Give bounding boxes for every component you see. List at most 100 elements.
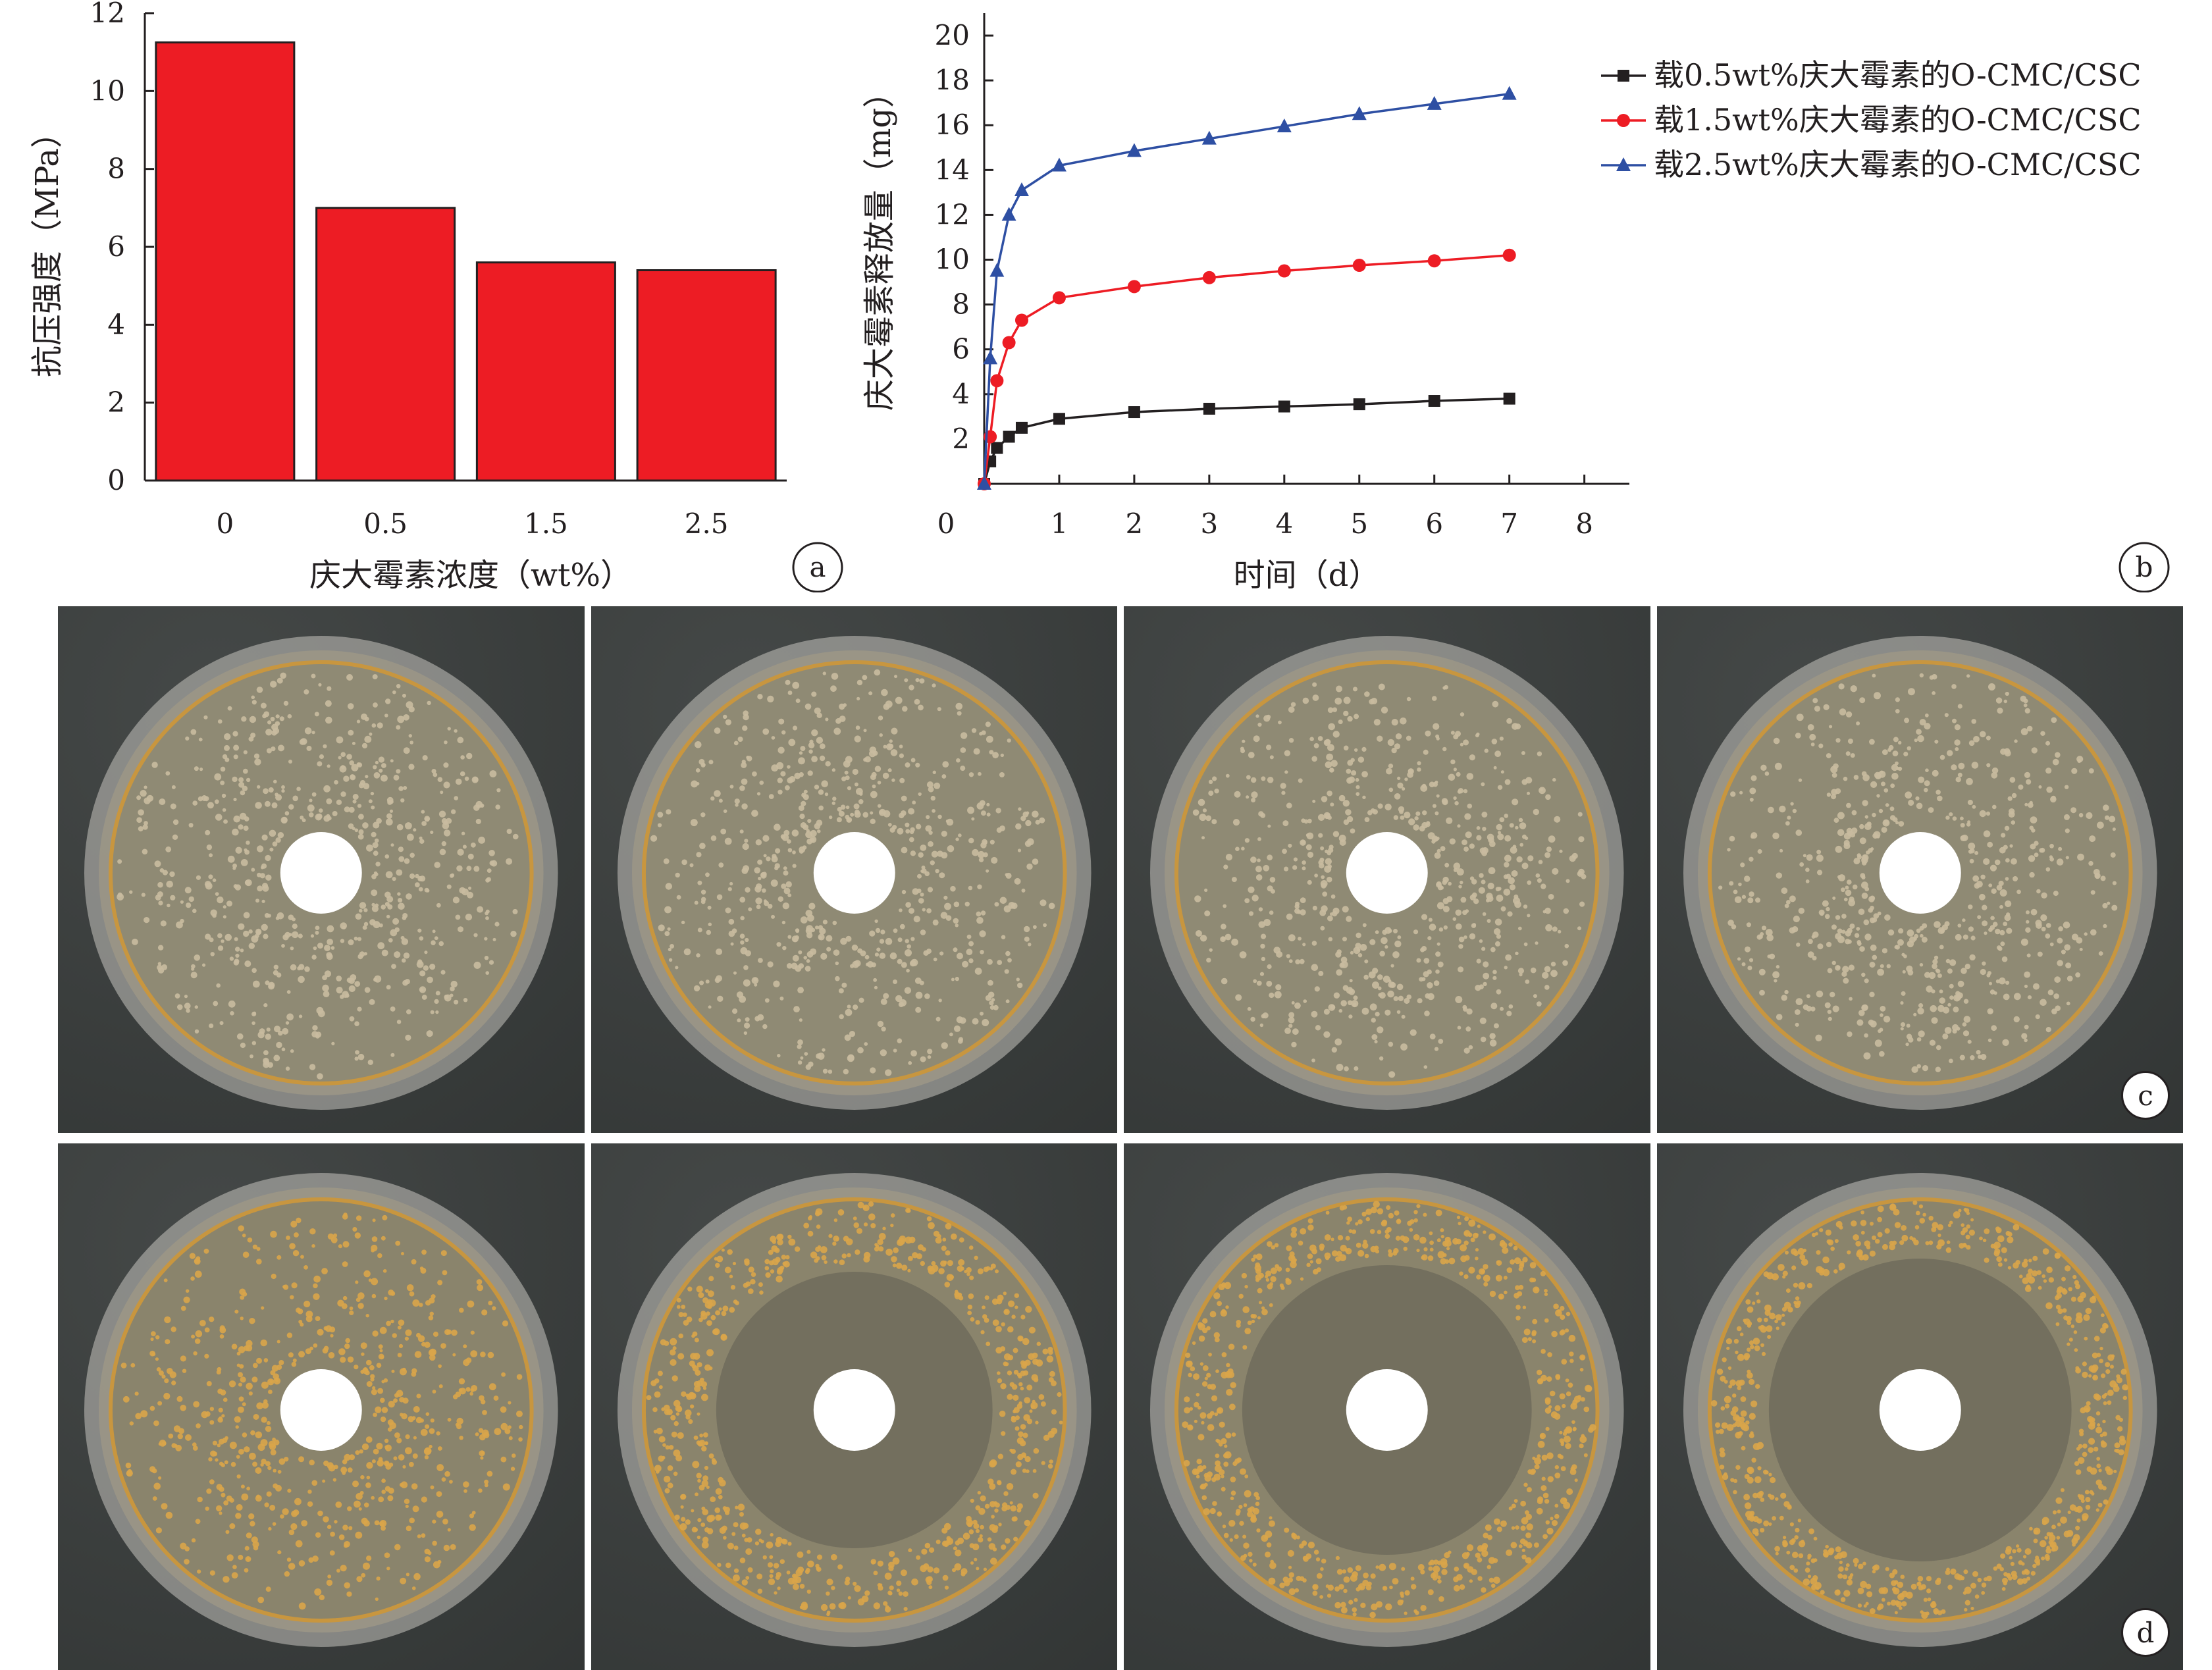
data-point bbox=[1354, 398, 1365, 410]
y-tick-label: 16 bbox=[935, 109, 970, 141]
y-tick-label: 4 bbox=[952, 378, 970, 410]
bar bbox=[637, 271, 776, 481]
y-tick-label: 6 bbox=[107, 230, 125, 263]
petri-dish-photo bbox=[1124, 1143, 1650, 1670]
x-tick-label: 8 bbox=[1575, 508, 1593, 540]
y-axis-title: 庆大霉素释放量（mg） bbox=[861, 76, 898, 411]
petri-dish-drawing bbox=[1657, 606, 2184, 1133]
data-point bbox=[1278, 401, 1290, 413]
data-point bbox=[1203, 403, 1215, 415]
drug-disc bbox=[813, 832, 895, 914]
legend-label: 载1.5wt%庆大霉素的O-CMC/CSC bbox=[1654, 102, 2142, 138]
x-tick-label: 2 bbox=[1126, 508, 1144, 540]
y-tick-label: 14 bbox=[935, 153, 970, 186]
photo-row-c: c bbox=[58, 606, 2183, 1133]
data-point bbox=[1617, 114, 1630, 127]
data-point bbox=[990, 374, 1003, 387]
bar bbox=[317, 208, 455, 481]
data-point bbox=[1618, 70, 1629, 82]
data-point bbox=[1053, 413, 1065, 425]
y-tick-label: 0 bbox=[107, 464, 125, 496]
drug-disc bbox=[813, 1369, 895, 1451]
x-tick-label: 6 bbox=[1425, 508, 1443, 540]
petri-dish-drawing bbox=[1657, 1143, 2184, 1670]
data-point bbox=[1128, 280, 1141, 293]
data-point bbox=[991, 442, 1003, 454]
data-point bbox=[989, 263, 1004, 277]
data-point bbox=[1014, 182, 1029, 196]
x-axis-title: 时间（d） bbox=[1234, 557, 1381, 592]
y-tick-label: 8 bbox=[107, 153, 125, 185]
petri-dish-drawing bbox=[591, 1143, 1118, 1670]
drug-disc bbox=[280, 1369, 362, 1451]
bar bbox=[156, 42, 294, 481]
y-tick-label: 12 bbox=[935, 198, 970, 230]
petri-dish-drawing bbox=[591, 606, 1118, 1133]
petri-dish-photo bbox=[1124, 606, 1650, 1133]
series-3 bbox=[977, 86, 1517, 490]
petri-dish-photo: c bbox=[1657, 606, 2184, 1133]
panel-label-c: c bbox=[2121, 1071, 2170, 1120]
data-point bbox=[1016, 422, 1028, 434]
panel-label-a: a bbox=[809, 551, 826, 583]
y-tick-label: 2 bbox=[952, 423, 970, 455]
data-point bbox=[1503, 249, 1516, 262]
y-tick-label: 10 bbox=[935, 244, 970, 276]
drug-disc bbox=[280, 832, 362, 914]
data-point bbox=[1002, 207, 1016, 221]
y-tick-label: 20 bbox=[935, 19, 970, 51]
y-tick-label: 6 bbox=[952, 333, 970, 365]
drug-disc bbox=[1879, 1369, 1961, 1451]
x-tick-label: 5 bbox=[1350, 508, 1368, 540]
panel-label-d: d bbox=[2121, 1608, 2170, 1657]
y-tick-label: 4 bbox=[107, 308, 125, 340]
y-tick-label: 12 bbox=[90, 0, 125, 29]
data-point bbox=[1128, 406, 1140, 418]
petri-dish-photo bbox=[591, 606, 1118, 1133]
legend-label: 载0.5wt%庆大霉素的O-CMC/CSC bbox=[1654, 57, 2142, 93]
petri-dish-photo: d bbox=[1657, 1143, 2184, 1670]
petri-dish-drawing bbox=[1124, 1143, 1650, 1670]
y-tick-label: 18 bbox=[935, 64, 970, 96]
series-line bbox=[984, 94, 1510, 484]
x-tick-label: 3 bbox=[1200, 508, 1218, 540]
x-tick-label: 0 bbox=[217, 508, 234, 540]
y-axis-title: 抗压强度（MPa） bbox=[29, 117, 66, 377]
petri-dish-drawing bbox=[58, 1143, 585, 1670]
data-point bbox=[1428, 254, 1441, 267]
petri-dish-drawing bbox=[1124, 606, 1650, 1133]
data-point bbox=[1203, 271, 1216, 284]
photo-row-d: d bbox=[58, 1143, 2183, 1670]
x-axis-title: 庆大霉素浓度（wt%） bbox=[309, 557, 632, 592]
panel-label-b: b bbox=[2136, 551, 2153, 583]
series-line bbox=[984, 399, 1510, 484]
petri-dish-photo bbox=[58, 606, 585, 1133]
y-tick-label: 2 bbox=[107, 386, 125, 419]
x-tick-label: 0 bbox=[937, 508, 955, 540]
drug-disc bbox=[1346, 832, 1428, 914]
data-point bbox=[1015, 313, 1028, 326]
legend-label: 载2.5wt%庆大霉素的O-CMC/CSC bbox=[1654, 147, 2142, 182]
chart-a: 0 2 4 6 8 10 12 0 0.5 1.5 2.5 庆大霉素浓度（wt%） 抗压强度（MPa） a bbox=[0, 0, 869, 592]
data-point bbox=[1504, 393, 1515, 405]
data-point bbox=[1278, 265, 1291, 278]
x-tick-label: 1 bbox=[1051, 508, 1068, 540]
bar bbox=[477, 263, 615, 481]
petri-dish-drawing bbox=[58, 606, 585, 1133]
series-line bbox=[984, 255, 1510, 484]
y-tick-label: 8 bbox=[952, 288, 970, 321]
drug-disc bbox=[1879, 832, 1961, 914]
petri-dish-photo bbox=[591, 1143, 1118, 1670]
data-point bbox=[1353, 259, 1366, 272]
series-2 bbox=[978, 249, 1516, 490]
drug-disc bbox=[1346, 1369, 1428, 1451]
x-tick-label: 2.5 bbox=[685, 508, 729, 540]
y-tick-label: 10 bbox=[90, 74, 125, 107]
petri-dish-photo bbox=[58, 1143, 585, 1670]
data-point bbox=[1003, 431, 1015, 443]
x-tick-label: 0.5 bbox=[363, 508, 408, 540]
data-point bbox=[1429, 395, 1440, 407]
data-point bbox=[1003, 336, 1016, 350]
x-tick-label: 1.5 bbox=[524, 508, 568, 540]
